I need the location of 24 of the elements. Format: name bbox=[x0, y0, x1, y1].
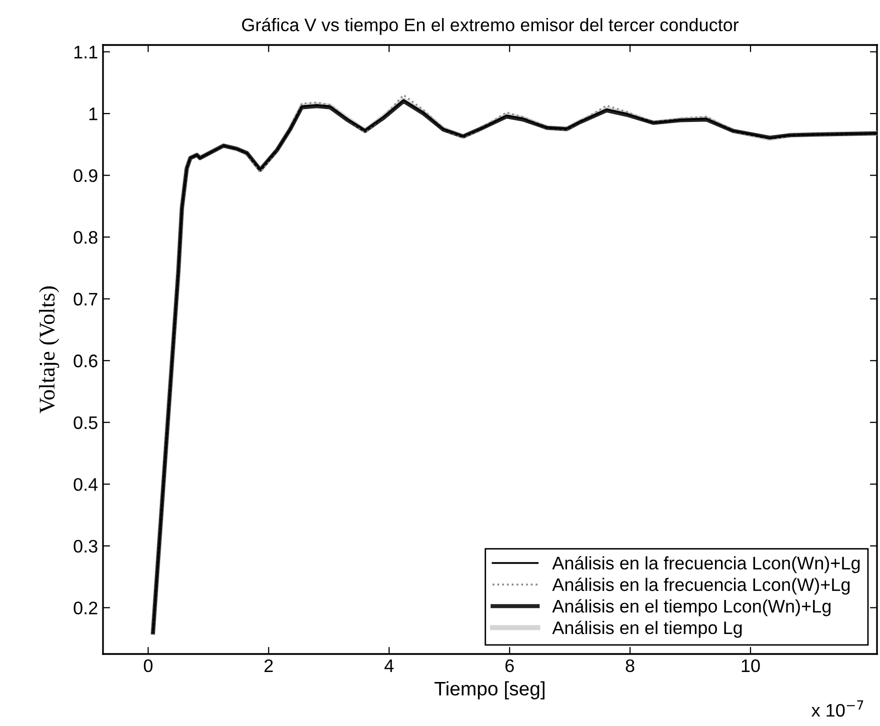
legend-label: Análisis en el tiempo Lcon(Wn)+Lg bbox=[552, 599, 830, 616]
y-tick-label: 0.2 bbox=[74, 602, 98, 614]
y-axis-title: Voltaje (Volts) bbox=[39, 286, 60, 414]
x-tick-label: 8 bbox=[626, 659, 634, 672]
legend-label: Análisis en el tiempo Lg bbox=[552, 620, 742, 638]
y-tick-label: 0.6 bbox=[74, 354, 98, 368]
x-tick-label: 2 bbox=[264, 659, 273, 672]
y-tick-label: 0.4 bbox=[74, 478, 98, 491]
text: x 10$^{−7}$ bbox=[811, 700, 864, 717]
legend-label: Análisis en la frecuencia Lcon(W)+Lg bbox=[552, 578, 850, 595]
chart-title: Gráfica V vs tiempo En el extremo emisor del tercer conductor bbox=[242, 18, 739, 35]
y-tick-label: 0.3 bbox=[74, 540, 98, 553]
x-tick-label: 0 bbox=[144, 659, 152, 672]
y-tick-label: 0.9 bbox=[74, 169, 98, 182]
y-tick-label: 0.7 bbox=[74, 292, 98, 306]
y-tick-label: 0.5 bbox=[74, 416, 98, 430]
y-tick-label: 1.1 bbox=[74, 46, 98, 58]
x-tick-label: 6 bbox=[505, 659, 514, 672]
y-tick-label: 1 bbox=[89, 108, 98, 120]
legend-label: Análisis en la frecuencia Lcon(Wn)+Lg bbox=[552, 556, 860, 574]
x-axis-title: Tiempo [seg] bbox=[434, 681, 544, 700]
x-tick-label: 4 bbox=[384, 660, 394, 672]
y-tick-label: 0.8 bbox=[74, 231, 98, 244]
x-tick-label: 10 bbox=[742, 659, 760, 672]
